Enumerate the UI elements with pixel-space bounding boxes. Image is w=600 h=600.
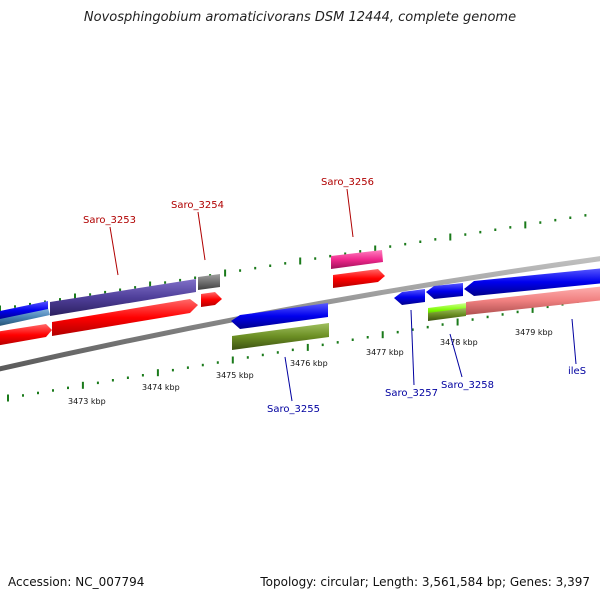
leader-saro-3253 [109,226,119,276]
gene-arrow-olive[interactable] [232,323,329,350]
tick-label: 3479 kbp [515,328,553,337]
gene-arrow-red-long[interactable] [52,299,198,336]
gene-saro-3255-arrow[interactable] [231,303,328,329]
gene-label-saro-3255[interactable]: Saro_3255 [267,404,320,415]
gene-arrow-red-left[interactable] [0,324,52,346]
gene-arrow-blue-left-edge[interactable] [0,301,48,320]
topology-text: Topology: circular; Length: 3,561,584 bp… [260,575,590,589]
leader-saro-3258 [449,333,463,378]
gene-iles-arrow[interactable] [464,268,600,296]
gene-arrow-steelblue[interactable] [0,308,50,327]
leader-iles [571,318,577,365]
leader-saro-3257 [410,309,415,386]
gene-saro-3257-arrow[interactable] [394,289,425,305]
gene-arrow-salmon[interactable] [466,286,600,315]
gene-arrow-red-small[interactable] [201,292,222,307]
gene-saro-3258-arrow[interactable] [426,283,463,299]
tick-label: 3478 kbp [440,338,478,347]
gene-arrow-olive-small[interactable] [428,308,466,321]
leader-saro-3254 [197,211,206,261]
accession-text: Accession: NC_007794 [8,575,145,589]
gene-label-leaders [109,188,577,402]
tick-label: 3476 kbp [290,359,328,368]
gene-saro-3253-arrow[interactable] [50,279,196,316]
gene-label-iles[interactable]: ileS [568,366,586,377]
tick-label: 3475 kbp [216,371,254,380]
leader-saro-3256 [346,188,354,238]
gene-label-saro-3253[interactable]: Saro_3253 [83,215,136,226]
leader-saro-3255 [284,356,293,402]
gene-label-saro-3256[interactable]: Saro_3256 [321,177,374,188]
tick-label: 3477 kbp [366,348,404,357]
reverse-strand-genes [0,269,600,350]
gene-label-saro-3258[interactable]: Saro_3258 [441,380,494,391]
gene-label-saro-3254[interactable]: Saro_3254 [171,200,224,211]
gene-saro-3256-arrow[interactable] [331,250,383,269]
forward-strand-genes [0,250,600,329]
gene-arrow-red-mid[interactable] [333,269,385,288]
gene-label-saro-3257[interactable]: Saro_3257 [385,388,438,399]
map-title: Novosphingobium aromaticivorans DSM 1244… [83,10,517,25]
gene-saro-3254-arrow[interactable] [198,274,220,290]
scale-tick-labels: 3473 kbp 3474 kbp 3475 kbp 3476 kbp 3477… [68,328,553,406]
tick-label: 3473 kbp [68,397,106,406]
tick-label: 3474 kbp [142,383,180,392]
gene-labels: Saro_3253 Saro_3254 Saro_3256 Saro_3255 … [83,177,586,415]
